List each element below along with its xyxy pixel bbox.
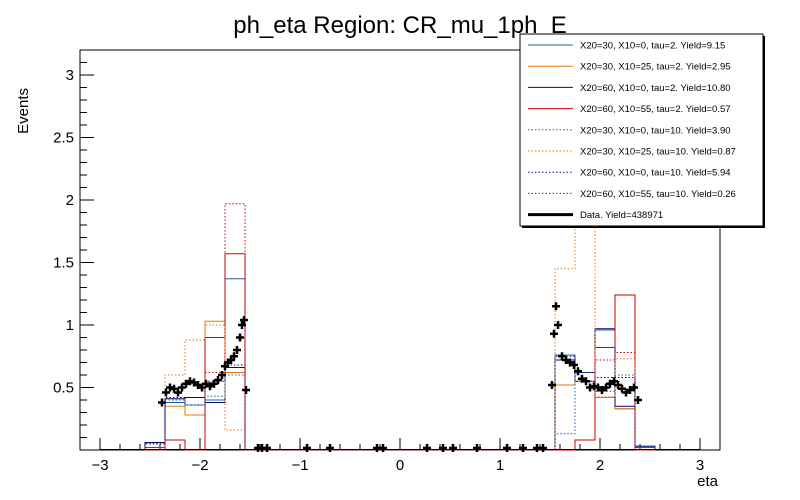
data-point — [582, 377, 590, 386]
legend-entry-label: X20=30, X10=25, tau=10. Yield=0.87 — [580, 147, 736, 158]
data-point — [519, 444, 527, 452]
x-tick-label: −1 — [291, 457, 308, 474]
data-point — [240, 316, 248, 324]
x-tick-label: −3 — [91, 457, 108, 474]
legend-entry-label: X20=30, X10=0, tau=10. Yield=3.90 — [580, 125, 731, 136]
data-point — [230, 352, 238, 361]
y-tick-label: 3 — [66, 67, 74, 84]
x-tick-label: 1 — [496, 457, 504, 474]
data-point — [630, 383, 638, 392]
legend-entry-label: Data. Yield=438971 — [580, 210, 663, 221]
legend-entry-label: X20=60, X10=55, tau=10. Yield=0.26 — [580, 189, 736, 200]
data-point — [162, 388, 170, 397]
data-point — [550, 329, 558, 338]
data-point — [634, 396, 642, 404]
data-point — [449, 444, 457, 452]
legend-shadow — [763, 36, 765, 228]
data-point — [303, 444, 311, 452]
x-tick-label: 0 — [396, 457, 404, 474]
histogram-line — [144, 372, 656, 451]
data-point — [326, 444, 334, 452]
data-point — [439, 444, 447, 452]
data-point — [158, 398, 166, 407]
legend-entry-label: X20=30, X10=0, tau=2. Yield=9.15 — [580, 41, 725, 52]
data-point — [263, 444, 271, 452]
data-point — [548, 381, 556, 389]
legend-entry-label: X20=60, X10=0, tau=10. Yield=5.94 — [580, 168, 731, 179]
data-point — [423, 444, 431, 452]
x-tick-label: −2 — [191, 457, 208, 474]
data-point — [574, 367, 582, 376]
x-tick-label: 2 — [596, 457, 604, 474]
x-axis-label: eta — [697, 473, 719, 490]
y-tick-label: 2 — [66, 192, 74, 209]
legend: X20=30, X10=0, tau=2. Yield=9.15 X20=30, … — [519, 33, 765, 228]
legend-shadow — [522, 226, 765, 228]
data-point — [379, 444, 387, 452]
data-point — [570, 361, 578, 369]
data-point — [552, 302, 560, 311]
data-point — [242, 386, 250, 394]
data-point — [174, 388, 182, 397]
data-point — [539, 444, 547, 452]
data-point — [236, 333, 244, 342]
data-point — [233, 346, 241, 354]
legend-entry-label: X20=30, X10=25, tau=2. Yield=2.95 — [580, 62, 731, 73]
legend-entry-label: X20=60, X10=0, tau=2. Yield=10.80 — [580, 83, 731, 94]
data-points — [158, 302, 642, 452]
chart-title: ph_eta Region: CR_mu_1ph_E — [233, 12, 567, 39]
y-tick-label: 1 — [66, 317, 74, 334]
data-point — [473, 444, 481, 452]
y-tick-label: 1.5 — [53, 255, 74, 272]
y-axis-label: Events — [15, 88, 32, 134]
legend-entry-label: X20=60, X10=55, tau=2. Yield=0.57 — [580, 104, 731, 115]
data-point — [503, 444, 511, 452]
x-tick-label: 3 — [696, 457, 704, 474]
y-tick-label: 0.5 — [53, 380, 74, 397]
data-point — [218, 371, 226, 379]
data-point — [238, 321, 246, 329]
y-tick-label: 2.5 — [53, 130, 74, 147]
data-point — [214, 376, 222, 384]
data-point — [554, 321, 562, 329]
